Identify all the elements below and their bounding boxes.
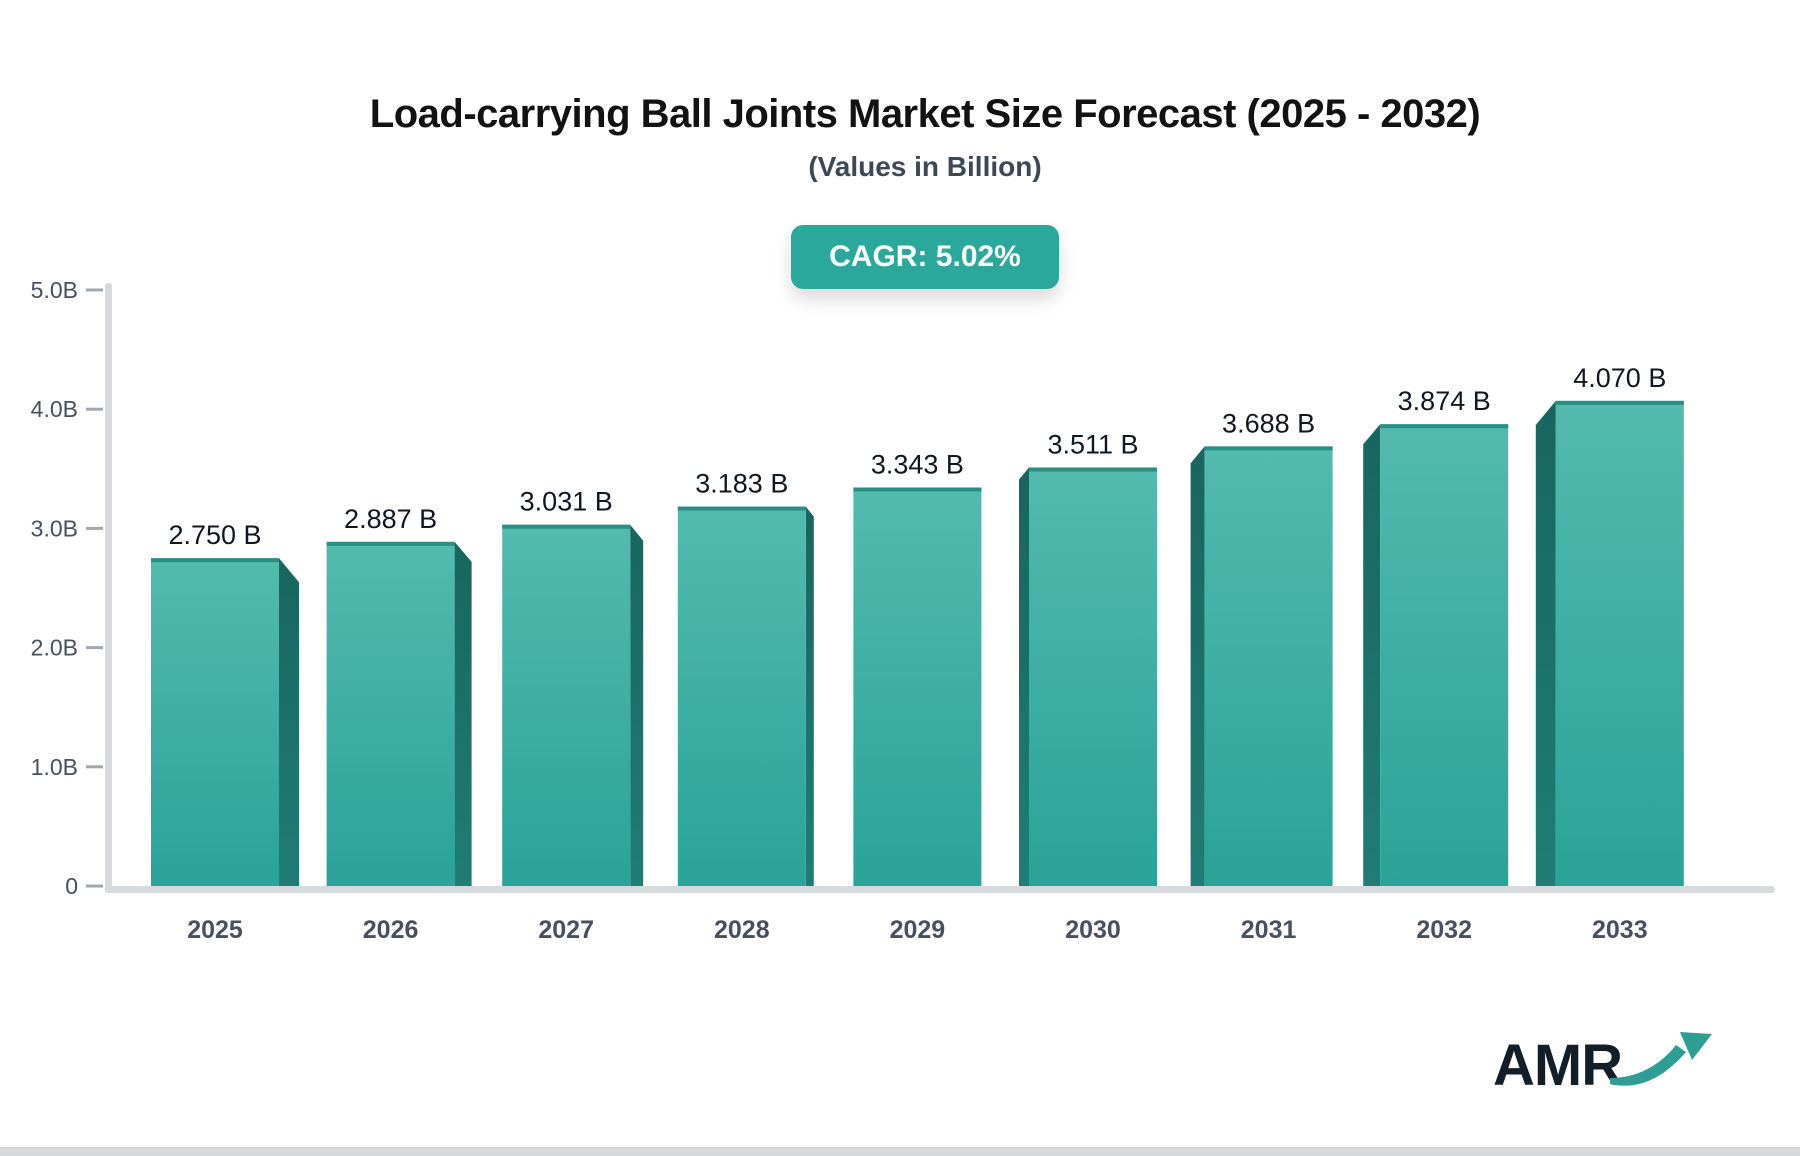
y-axis-label: 0 — [65, 873, 78, 899]
x-axis-label: 2031 — [1241, 916, 1297, 944]
bar-value-label: 3.874 B — [1398, 386, 1491, 416]
bar-value-label: 3.183 B — [695, 469, 788, 499]
growth-arrow-icon — [1610, 1032, 1712, 1086]
x-axis-label: 2029 — [890, 916, 946, 944]
amr-logo-text: AMR — [1493, 1033, 1623, 1098]
bar-group-2032: 3.874 B 2032 — [1363, 386, 1509, 944]
bar-face — [502, 524, 631, 886]
bar-side — [454, 541, 472, 886]
bar-side — [805, 506, 814, 886]
y-axis-label: 5.0B — [31, 277, 78, 303]
bar-side — [1363, 424, 1381, 886]
bar-face — [1380, 424, 1509, 886]
y-axis-label: 1.0B — [31, 754, 78, 780]
bar-group-2026: 2.887 B 2026 — [326, 504, 472, 944]
bar-top-edge — [677, 506, 806, 511]
chart-subtitle: (Values in Billion) — [808, 151, 1042, 182]
chart-header: Load-carrying Ball Joints Market Size Fo… — [0, 0, 1800, 289]
bar-value-label: 3.031 B — [520, 487, 613, 517]
y-axis-tick — [86, 407, 103, 411]
bar-top-edge — [1029, 467, 1157, 472]
bar-group-2030: 3.511 B 2030 — [1019, 429, 1157, 944]
x-axis-line — [105, 886, 1775, 893]
x-axis-label: 2026 — [363, 916, 419, 944]
bar-value-label: 3.511 B — [1047, 429, 1138, 459]
bar-face — [1204, 446, 1333, 886]
bar-side — [279, 558, 299, 886]
y-axis-tick — [86, 288, 103, 292]
bar-face — [1029, 467, 1157, 886]
bar-value-label: 2.750 B — [168, 520, 261, 550]
bar-face — [853, 487, 982, 886]
chart-title: Load-carrying Ball Joints Market Size Fo… — [369, 92, 1481, 136]
cagr-badge: CAGR: 5.02% — [791, 225, 1059, 289]
bar-group-2025: 2.750 B 2025 — [151, 520, 299, 944]
x-axis-label: 2032 — [1416, 916, 1472, 944]
bar-value-label: 3.688 B — [1222, 408, 1315, 438]
y-axis-tick — [86, 884, 103, 888]
y-axis-label: 3.0B — [31, 515, 78, 541]
bar-top-edge — [853, 487, 982, 492]
bar-group-2033: 4.070 B 2033 — [1535, 363, 1684, 944]
bar-value-label: 4.070 B — [1573, 363, 1666, 393]
bar-face — [326, 541, 455, 886]
bar-top-edge — [326, 541, 455, 546]
y-axis-label: 2.0B — [31, 635, 78, 661]
bar-group-2029: 3.343 B 2029 — [853, 450, 982, 944]
y-axis-tick — [86, 646, 103, 650]
y-axis-label: 4.0B — [31, 396, 78, 422]
bar-group-2028: 3.183 B 2028 — [677, 469, 814, 944]
x-axis-label: 2027 — [538, 916, 594, 944]
bar-value-label: 2.887 B — [344, 504, 437, 534]
amr-logo: AMR — [1493, 1028, 1712, 1108]
x-axis-label: 2025 — [187, 916, 243, 944]
bars: 2.750 B 2025 2.887 B 2026 3.031 B 2027 3.183 B… — [151, 363, 1684, 944]
y-axis-tick — [86, 526, 103, 530]
bar-top-edge — [151, 558, 279, 563]
bar-face — [1555, 400, 1684, 886]
y-axis-line — [105, 283, 112, 893]
bar-group-2027: 3.031 B 2027 — [502, 487, 644, 944]
bar-face — [151, 558, 279, 886]
page-bottom-edge — [0, 1147, 1800, 1156]
bar-side — [1190, 446, 1205, 886]
bar-top-edge — [1555, 400, 1684, 405]
bar-top-edge — [502, 524, 631, 529]
x-axis-label: 2028 — [714, 916, 770, 944]
bar-face — [677, 506, 806, 886]
bar-side — [1535, 400, 1556, 886]
bar-side — [1019, 467, 1029, 886]
bar-top-edge — [1380, 424, 1509, 429]
bar-group-2031: 3.688 B 2031 — [1190, 408, 1333, 944]
x-axis-label: 2030 — [1065, 916, 1121, 944]
bar-value-label: 3.343 B — [871, 450, 964, 480]
bar-side — [630, 524, 644, 886]
axes: 0 1.0B 2.0B 3.0B 4.0B 5.0B — [31, 277, 1775, 899]
bar-top-edge — [1204, 446, 1333, 451]
y-axis-tick — [86, 765, 103, 769]
x-axis-label: 2033 — [1592, 916, 1648, 944]
